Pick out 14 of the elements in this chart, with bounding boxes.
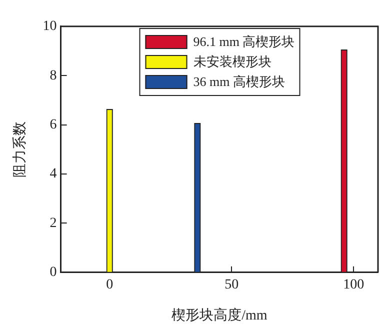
x-tick-label: 50 [224, 277, 239, 292]
x-tick-label: 0 [106, 277, 114, 292]
y-tick-label: 6 [50, 117, 57, 132]
x-tick-label: 100 [343, 277, 364, 292]
y-tick-label: 2 [50, 216, 57, 231]
legend-label: 未安装楔形块 [193, 53, 272, 71]
y-tick-label: 0 [50, 265, 57, 280]
y-tick-label: 8 [50, 68, 57, 84]
y-tick-label: 10 [42, 19, 57, 34]
y-axis-title: 阻力系数 [12, 121, 28, 178]
y-tick-label: 4 [50, 166, 57, 182]
legend-label: 96.1 mm 高楔形块 [193, 33, 295, 51]
legend-label: 36 mm 高楔形块 [193, 73, 285, 91]
x-axis-title: 楔形块高度/mm [172, 307, 268, 324]
